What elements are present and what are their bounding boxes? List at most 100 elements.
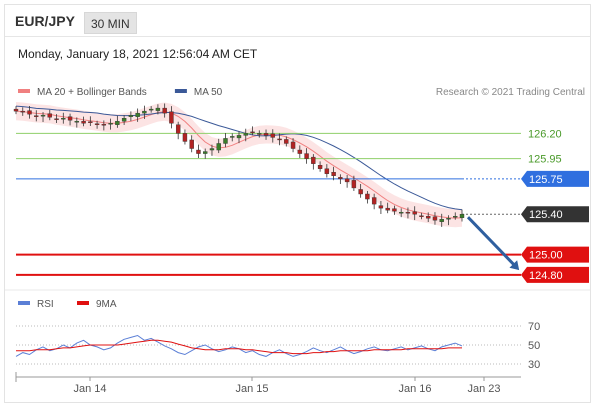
candle-body-3 bbox=[34, 115, 39, 117]
candle-body-33 bbox=[236, 135, 242, 139]
level-label-2: 125.75 bbox=[529, 174, 563, 186]
level-label-5: 124.80 bbox=[529, 270, 563, 282]
candle-body-61 bbox=[426, 216, 431, 219]
candle-body-16 bbox=[121, 118, 127, 122]
candle-body-41 bbox=[290, 141, 296, 149]
level-label-3: 125.40 bbox=[529, 209, 563, 221]
legend-label-0: MA 20 + Bollinger Bands bbox=[37, 87, 147, 98]
candle-body-46 bbox=[324, 168, 330, 174]
candle-body-1 bbox=[20, 110, 25, 113]
symbol-title: EUR/JPY bbox=[15, 13, 75, 29]
candle-body-0 bbox=[13, 108, 19, 112]
chart-widget: EUR/JPY 30 MIN Monday, January 18, 2021 … bbox=[4, 4, 591, 403]
rsi-legend-swatch-1 bbox=[77, 301, 89, 305]
candle-body-31 bbox=[223, 138, 228, 144]
candle-body-44 bbox=[311, 156, 316, 164]
candle-body-66 bbox=[459, 214, 465, 218]
candle-body-37 bbox=[263, 133, 269, 136]
timeframe-button[interactable]: 30 MIN bbox=[84, 12, 137, 34]
ma50-line bbox=[15, 105, 463, 211]
candle-body-58 bbox=[405, 211, 411, 214]
candle-body-6 bbox=[54, 118, 59, 120]
candle-body-48 bbox=[338, 177, 343, 180]
candle-body-50 bbox=[351, 180, 357, 189]
candle-body-36 bbox=[257, 133, 262, 135]
candle-body-60 bbox=[419, 215, 424, 217]
candle-body-40 bbox=[284, 139, 289, 144]
candle-body-21 bbox=[155, 107, 161, 111]
x-tick-label-3: Jan 23 bbox=[467, 383, 500, 395]
candle-body-62 bbox=[432, 216, 438, 221]
legend-label-1: MA 50 bbox=[194, 87, 223, 98]
candle-body-9 bbox=[74, 121, 80, 123]
candle-body-23 bbox=[169, 111, 174, 124]
rsi-tick-70: 70 bbox=[528, 321, 540, 333]
credit-text: Research © 2021 Trading Central bbox=[436, 87, 585, 98]
chart-header: EUR/JPY 30 MIN bbox=[5, 5, 590, 37]
projection-arrow-shaft bbox=[466, 216, 517, 267]
x-tick-label-1: Jan 15 bbox=[235, 383, 268, 395]
candle-body-4 bbox=[40, 114, 46, 117]
rsi-tick-30: 30 bbox=[528, 359, 540, 371]
candle-body-27 bbox=[196, 149, 201, 154]
level-tag-4 bbox=[521, 246, 589, 263]
candle-body-11 bbox=[88, 121, 93, 123]
candle-body-32 bbox=[230, 136, 235, 138]
x-tick-label-0: Jan 14 bbox=[73, 383, 106, 395]
legend-swatch-1 bbox=[174, 89, 187, 93]
candle-body-15 bbox=[115, 121, 120, 125]
legend-swatch-0 bbox=[18, 89, 30, 93]
candle-body-45 bbox=[317, 164, 323, 169]
candle-body-13 bbox=[101, 124, 107, 126]
candle-body-65 bbox=[453, 216, 458, 218]
candle-body-5 bbox=[47, 113, 52, 118]
candle-body-25 bbox=[182, 133, 188, 142]
level-tag-5 bbox=[521, 266, 589, 283]
candle-body-12 bbox=[94, 123, 100, 125]
candle-body-59 bbox=[412, 211, 417, 215]
candle-body-55 bbox=[385, 207, 390, 211]
bollinger-band bbox=[16, 102, 462, 228]
candle-body-42 bbox=[297, 149, 303, 154]
candle-body-43 bbox=[304, 153, 309, 159]
candle-body-17 bbox=[128, 114, 134, 117]
rsi-tick-50: 50 bbox=[528, 340, 540, 352]
candle-body-18 bbox=[135, 112, 140, 117]
candle-body-26 bbox=[189, 139, 194, 149]
candle-body-47 bbox=[331, 172, 336, 177]
candle-body-30 bbox=[216, 143, 221, 151]
x-tick-label-2: Jan 16 bbox=[398, 383, 431, 395]
rsi-legend-label-0: RSI bbox=[37, 299, 54, 310]
timestamp: Monday, January 18, 2021 12:56:04 AM CET bbox=[18, 47, 258, 61]
candle-body-8 bbox=[67, 116, 73, 121]
candle-body-2 bbox=[27, 110, 32, 115]
candle-body-38 bbox=[270, 133, 275, 138]
level-label-4: 125.00 bbox=[529, 250, 563, 262]
candle-body-39 bbox=[277, 138, 282, 141]
candle-body-53 bbox=[371, 197, 377, 205]
candle-body-22 bbox=[162, 107, 167, 114]
level-label-0: 126.20 bbox=[528, 128, 562, 140]
candle-body-28 bbox=[203, 151, 208, 154]
level-tag-3 bbox=[521, 206, 589, 223]
projection-arrow-head bbox=[509, 260, 520, 271]
candle-body-34 bbox=[243, 133, 248, 136]
candle-body-52 bbox=[365, 193, 370, 200]
candle-body-51 bbox=[358, 189, 363, 195]
level-tag-2 bbox=[521, 170, 589, 187]
candle-body-19 bbox=[142, 110, 147, 114]
candle-body-14 bbox=[108, 123, 113, 125]
candle-body-56 bbox=[392, 208, 397, 212]
candle-body-63 bbox=[439, 219, 444, 222]
candle-body-7 bbox=[61, 118, 66, 120]
rsi-ma-line bbox=[16, 339, 462, 355]
candle-body-20 bbox=[148, 108, 154, 111]
candle-body-54 bbox=[378, 205, 384, 209]
candle-body-10 bbox=[81, 121, 86, 124]
candle-body-29 bbox=[209, 148, 215, 151]
candle-body-49 bbox=[344, 178, 350, 183]
candle-body-35 bbox=[250, 131, 255, 134]
rsi-legend-swatch-0 bbox=[18, 301, 30, 305]
level-label-1: 125.95 bbox=[528, 154, 562, 166]
